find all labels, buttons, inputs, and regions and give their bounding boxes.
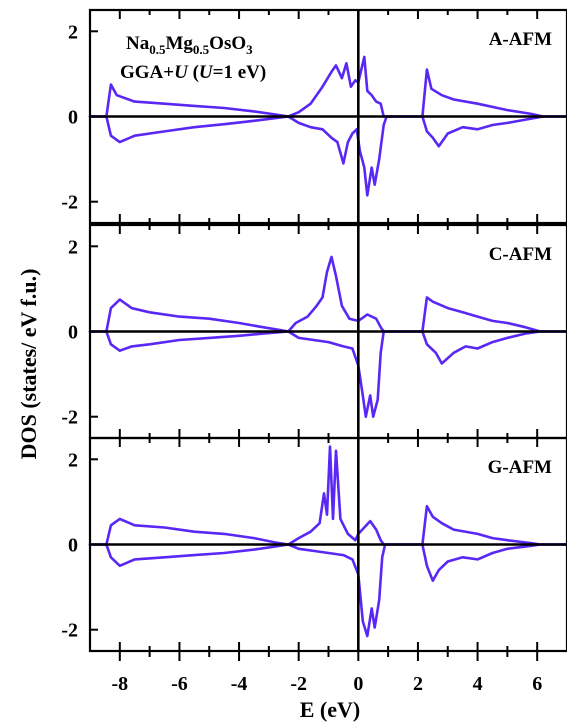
- x-tick-label: -4: [231, 673, 248, 695]
- title-gga: GGA+: [120, 62, 174, 83]
- x-tick-label: 4: [473, 673, 483, 695]
- title-u2: U: [199, 62, 214, 83]
- title-paren: (: [188, 62, 199, 83]
- title-line-2: GGA+U (U=1 eV): [120, 62, 266, 83]
- y-tick-label: -2: [61, 407, 78, 429]
- panel-c-afm: -2 0 2 C-AFM: [61, 223, 567, 440]
- title-mg: Mg: [165, 33, 193, 54]
- y-tick-label: 2: [68, 449, 78, 471]
- panel-g-afm: -2 0 2 G-AFM: [61, 436, 567, 653]
- x-tick-label: -2: [290, 673, 307, 695]
- y-tick-label: 0: [68, 535, 78, 557]
- panel-a-afm: -2 0 2 A-AFM: [61, 8, 567, 225]
- y-axis-label: DOS (states/ eV f.u.): [16, 269, 41, 460]
- panel-label: A-AFM: [489, 29, 552, 50]
- dos-spin-up-curve: [88, 255, 567, 333]
- y-tick-label: 0: [68, 107, 78, 129]
- x-tick-label: 0: [353, 673, 363, 695]
- dos-spin-down-curve: [88, 543, 567, 638]
- x-tick-label: -6: [171, 673, 188, 695]
- title-sub-3: 3: [246, 42, 253, 57]
- title-line-1: Na0.5Mg0.5OsO3: [126, 33, 253, 57]
- title-oso: OsO: [209, 33, 246, 54]
- y-tick-label: 2: [68, 236, 78, 258]
- x-tick-label: -8: [111, 673, 128, 695]
- x-tick-label: 2: [413, 673, 423, 695]
- title-sub-2: 0.5: [193, 42, 210, 57]
- panel-label: C-AFM: [489, 244, 552, 265]
- panel-label: G-AFM: [488, 457, 552, 478]
- x-tick-label: 6: [532, 673, 542, 695]
- title-na: Na: [126, 33, 150, 54]
- title-u1: U: [174, 62, 189, 83]
- title-value: =1 eV): [213, 62, 267, 83]
- dos-spin-down-curve: [88, 330, 567, 418]
- dos-spin-down-curve: [88, 115, 567, 197]
- panels: -2 0 2 A-AFM -2 0 2 C-AFM -2 0 2 G-AFM -8 -6 -4 -2 0 2 4 6: [61, 8, 567, 695]
- x-axis-label: E (eV): [300, 697, 360, 722]
- y-tick-label: 2: [68, 21, 78, 43]
- y-tick-label: -2: [61, 620, 78, 642]
- y-tick-label: -2: [61, 192, 78, 214]
- dos-spin-up-curve: [88, 55, 567, 118]
- y-tick-label: 0: [68, 322, 78, 344]
- dos-spin-up-curve: [88, 445, 567, 546]
- title-sub-1: 0.5: [149, 42, 166, 57]
